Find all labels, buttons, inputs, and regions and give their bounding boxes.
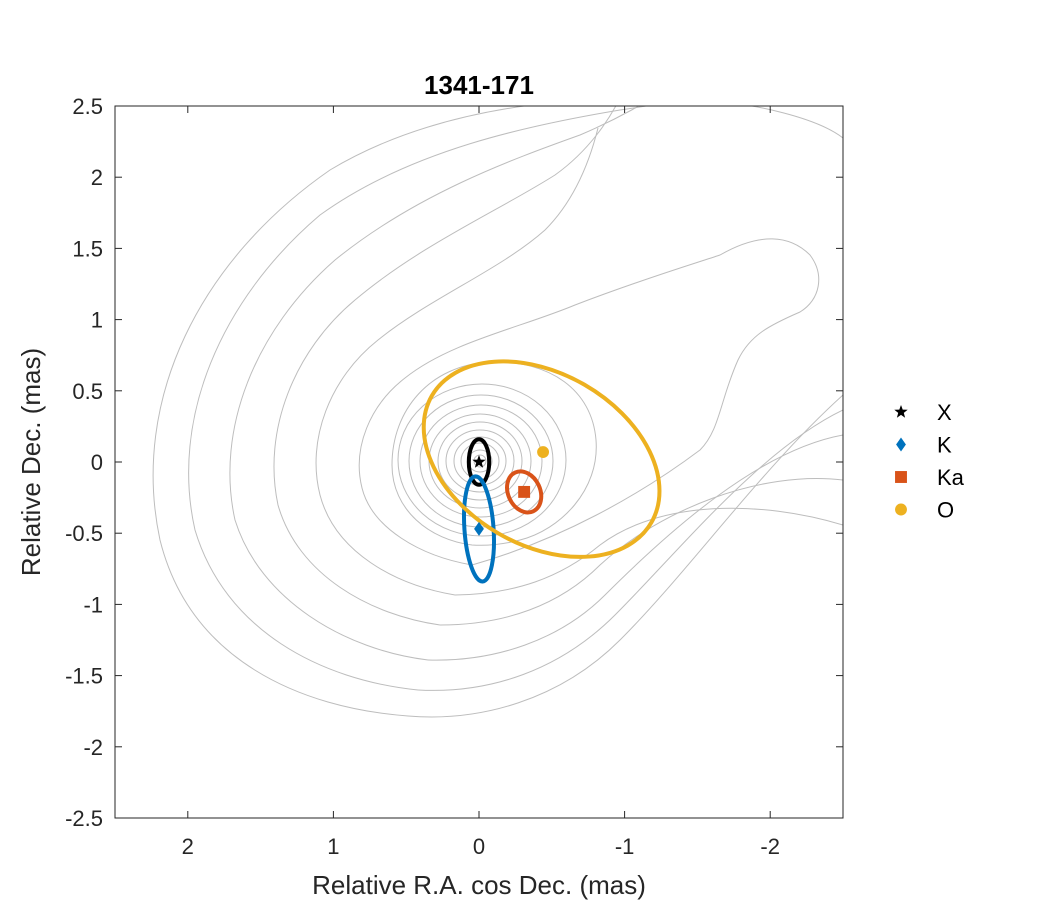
error-ellipse-ka	[505, 469, 544, 515]
y-tick-label: 1	[91, 308, 103, 333]
x-axis-ticks: 2 1 0 -1 -2	[182, 106, 780, 859]
y-tick-label: -2	[83, 735, 103, 760]
contour-level-4	[273, 106, 617, 626]
marker-x	[472, 455, 486, 468]
y-tick-label: 2.5	[72, 94, 103, 119]
x-tick-label: 0	[473, 834, 485, 859]
y-tick-label: 2	[91, 165, 103, 190]
contour-map	[152, 106, 843, 718]
x-tick-label: -2	[760, 834, 780, 859]
contour-core-6	[437, 421, 523, 501]
legend-marker-x	[894, 405, 908, 418]
y-axis-ticks: 2.5 2 1.5 1 0.5 0 -0.5 -1 -1.5 -2 -2.5	[65, 94, 843, 831]
y-tick-label: 0.5	[72, 379, 103, 404]
legend-marker-ka	[895, 471, 907, 483]
contour-core-7	[445, 429, 515, 493]
contour-wing-5	[454, 507, 843, 596]
contour-core-1	[391, 361, 597, 546]
contour-level-5	[315, 127, 599, 596]
y-tick-label: 0	[91, 450, 103, 475]
contour-level-1	[152, 106, 843, 717]
legend-label-k: K	[937, 433, 952, 458]
contour-core-2	[397, 383, 567, 537]
contour-wing-4	[439, 477, 843, 626]
y-tick-label: -1.5	[65, 664, 103, 689]
contour-level-2	[188, 106, 650, 691]
error-ellipses	[421, 359, 662, 584]
y-tick-label: 1.5	[72, 236, 103, 261]
y-tick-label: -1	[83, 592, 103, 617]
contour-wing-1	[407, 394, 843, 718]
x-tick-label: 1	[327, 834, 339, 859]
x-tick-label: 2	[182, 834, 194, 859]
legend-label-ka: Ka	[937, 465, 965, 490]
error-ellipse-o	[421, 359, 662, 559]
legend-label-o: O	[937, 498, 954, 523]
marker-o	[537, 446, 550, 458]
contour-wing-3	[427, 434, 843, 661]
legend-marker-o	[895, 503, 907, 516]
data-markers	[472, 446, 550, 536]
x-tick-label: -1	[615, 834, 635, 859]
contour-wing-2	[417, 409, 843, 691]
y-axis-label: Relative Dec. (mas)	[16, 348, 46, 576]
y-tick-label: -2.5	[65, 806, 103, 831]
chart-title: 1341-171	[424, 70, 534, 100]
legend-marker-k	[896, 437, 906, 452]
contour-level-6	[358, 238, 820, 566]
y-tick-label: -0.5	[65, 521, 103, 546]
legend: XK Ka O	[894, 400, 965, 523]
contour-level-3	[229, 106, 640, 661]
x-axis-label: Relative R.A. cos Dec. (mas)	[312, 870, 646, 900]
contour-core-4	[419, 404, 543, 518]
error-ellipse-k	[462, 474, 496, 584]
marker-ka	[518, 485, 531, 498]
error-ellipse-x	[466, 437, 492, 487]
marker-k	[474, 521, 484, 536]
legend-label-x: X	[937, 400, 952, 425]
